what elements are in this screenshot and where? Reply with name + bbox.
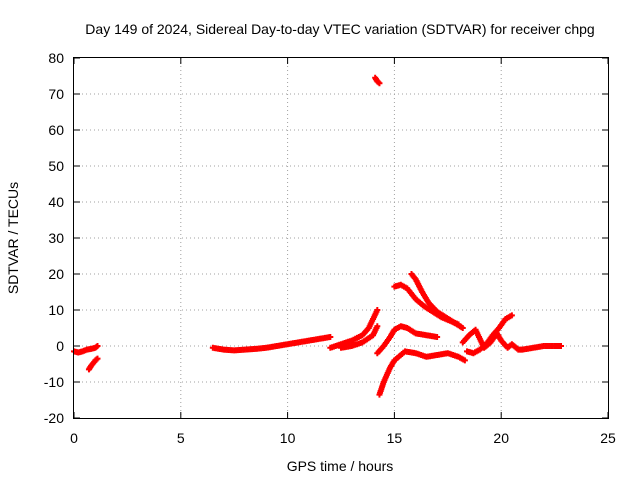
y-tick-label: 40 (48, 194, 64, 210)
y-axis-label: SDTVAR / TECUs (5, 182, 21, 294)
y-tick-label: 20 (48, 266, 64, 282)
data-point (434, 334, 441, 340)
data-point (374, 307, 381, 313)
data-point (459, 325, 466, 331)
series-e1 (372, 74, 383, 87)
series-a2 (85, 355, 101, 373)
y-tick-label: -10 (44, 374, 64, 390)
series-b1 (209, 334, 334, 354)
series-c2 (376, 348, 468, 398)
y-tick-label: 0 (56, 338, 64, 354)
grid (74, 58, 608, 418)
y-tick-label: -20 (44, 410, 64, 426)
series-c1 (374, 323, 441, 357)
data-point (558, 343, 565, 349)
x-axis-label: GPS time / hours (287, 458, 394, 474)
series-c4 (408, 271, 466, 331)
x-tick-label: 10 (280, 430, 296, 446)
x-tick-label: 25 (600, 430, 616, 446)
series-d2 (464, 312, 515, 357)
data-point (94, 355, 101, 362)
x-tick-label: 20 (493, 430, 509, 446)
data-point (376, 80, 383, 87)
data-points (71, 74, 565, 398)
y-tick-label: 70 (48, 86, 64, 102)
chart-title: Day 149 of 2024, Sidereal Day-to-day VTE… (85, 21, 594, 37)
x-tick-label: 15 (387, 430, 403, 446)
y-tick-label: 50 (48, 158, 64, 174)
series-b3 (338, 323, 381, 351)
y-tick-label: 30 (48, 230, 64, 246)
x-tick-label: 0 (70, 430, 78, 446)
data-point (374, 323, 381, 330)
data-point (461, 357, 468, 364)
y-tick-label: 80 (48, 50, 64, 66)
series-a1 (71, 343, 101, 356)
data-point (508, 312, 515, 319)
x-tick-label: 5 (177, 430, 185, 446)
series-d1 (459, 326, 565, 353)
axis-ticks: 0 5 10 15 20 25 -20 -10 0 10 20 30 40 50 60 70 80 (44, 50, 616, 446)
y-tick-label: 10 (48, 302, 64, 318)
y-tick-label: 60 (48, 122, 64, 138)
data-point (327, 334, 334, 340)
data-point (94, 343, 101, 349)
plot-frame (73, 57, 609, 419)
